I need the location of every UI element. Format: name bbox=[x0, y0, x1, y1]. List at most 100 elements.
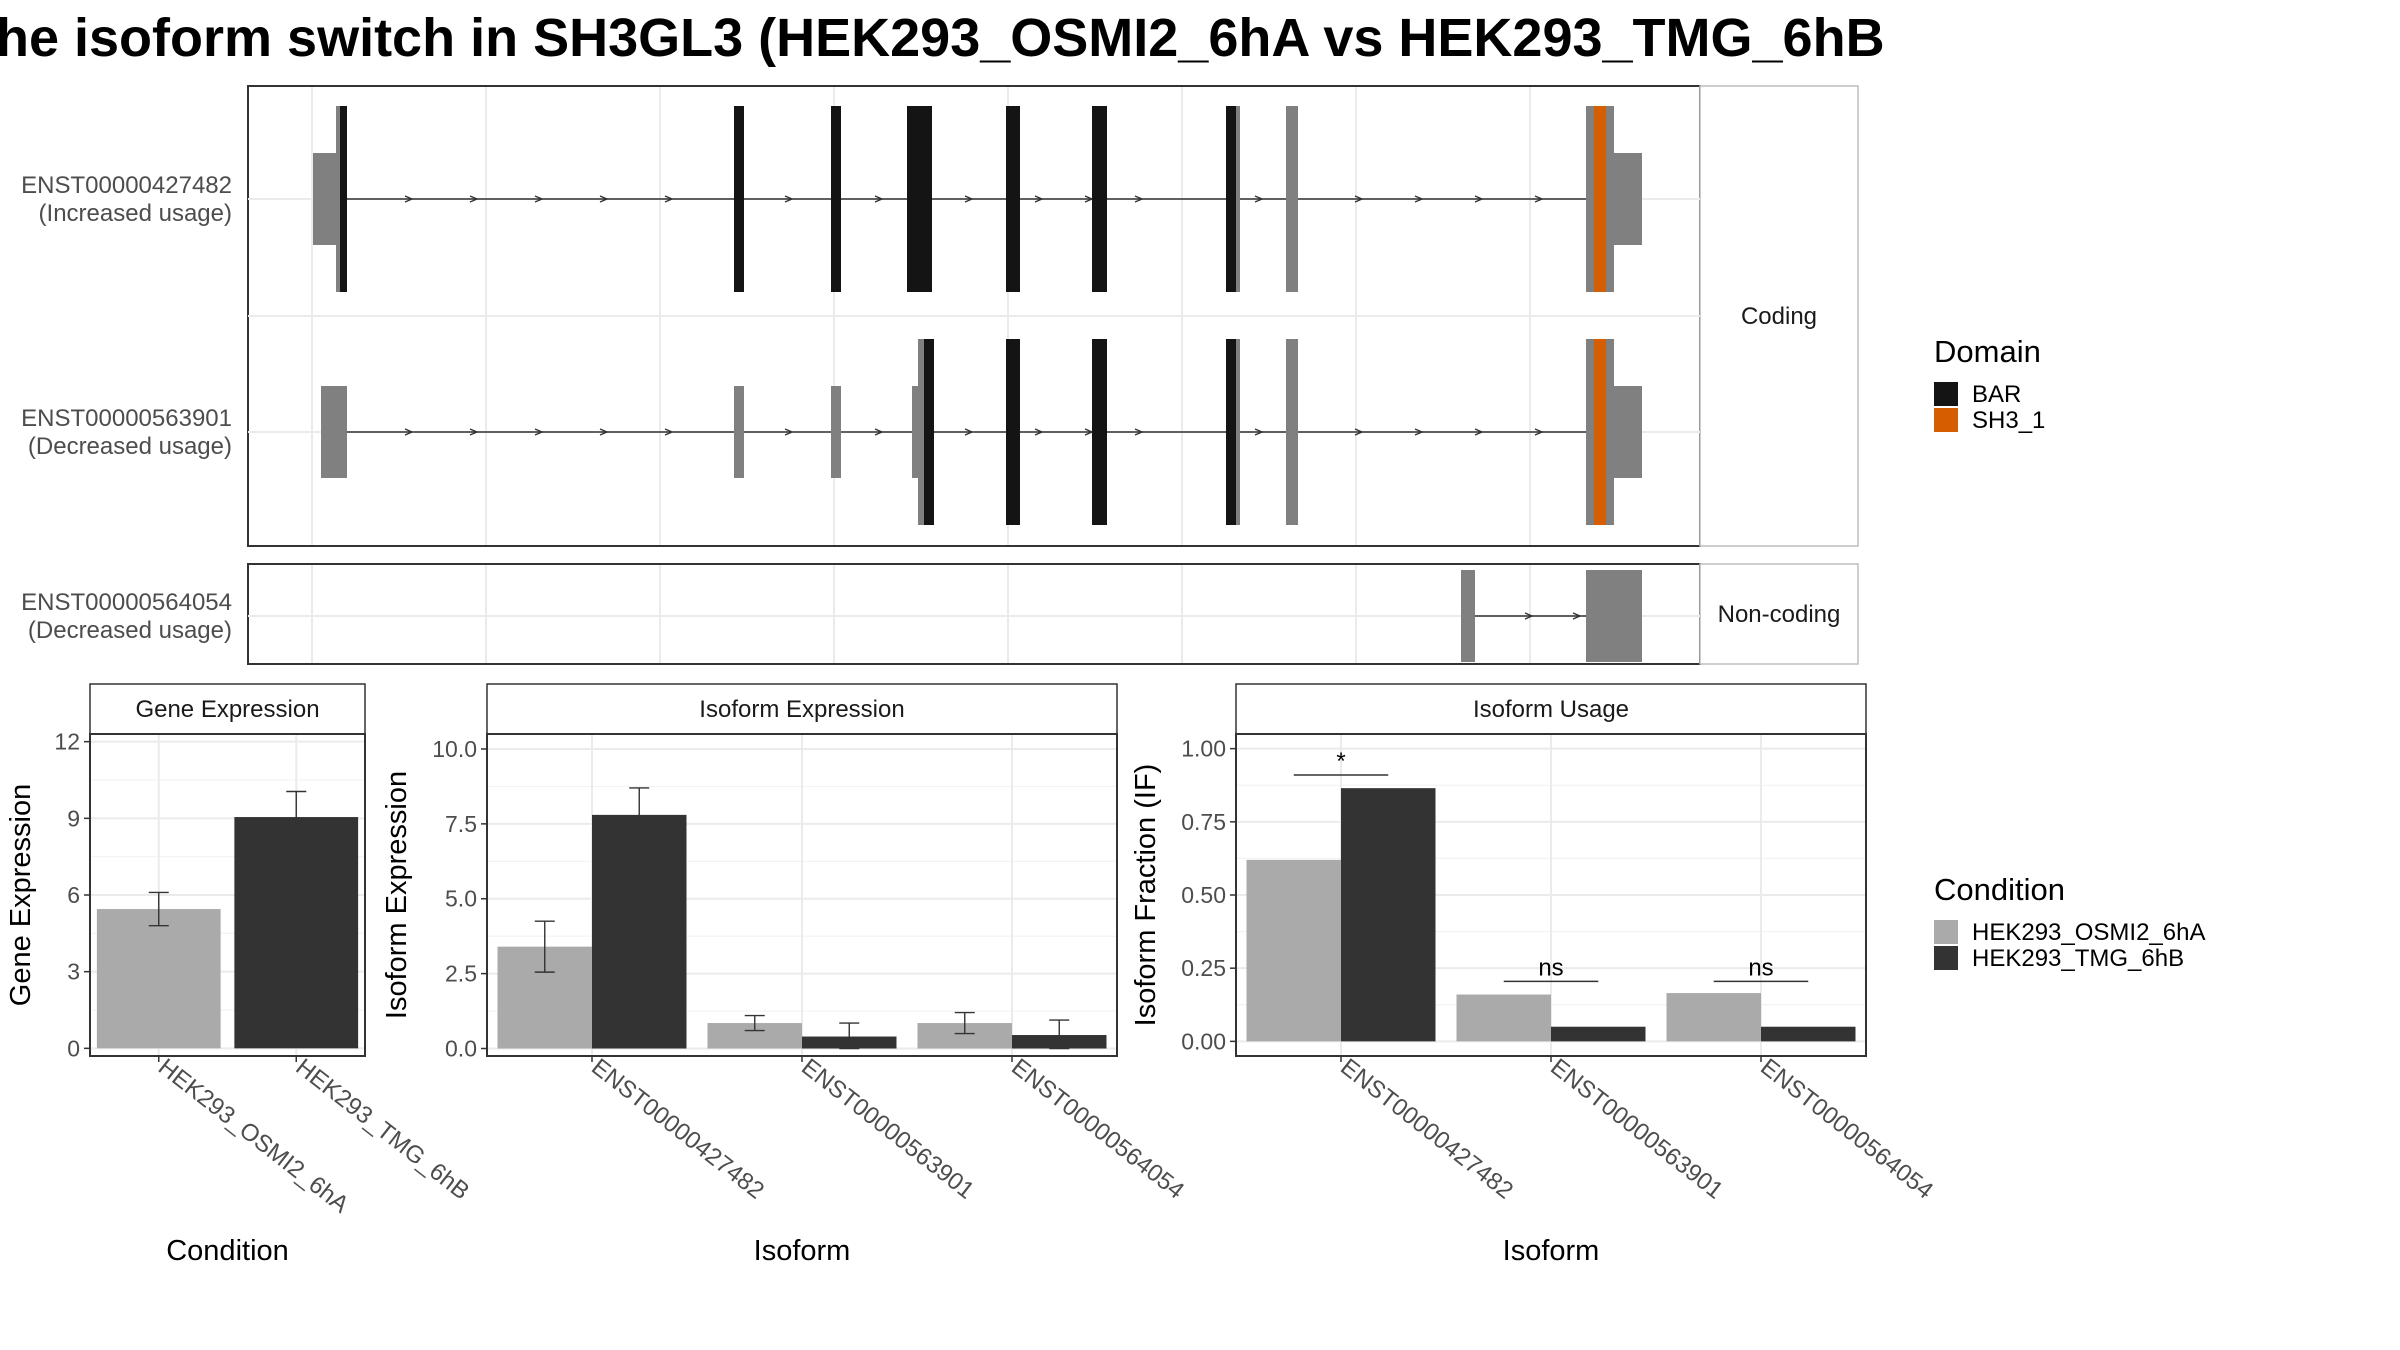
utr-exon bbox=[831, 386, 841, 478]
coding-exon bbox=[1606, 339, 1614, 525]
bar bbox=[1341, 788, 1436, 1042]
x-tick-label: ENST00000563901 bbox=[796, 1053, 979, 1204]
sh3-domain-exon bbox=[1594, 106, 1608, 292]
x-tick-label: ENST00000564054 bbox=[1006, 1053, 1189, 1204]
bar-domain-exon bbox=[734, 106, 744, 292]
condition-legend-label: HEK293_OSMI2_6hA bbox=[1972, 919, 2205, 946]
strand-arrow bbox=[784, 195, 794, 203]
domain-legend-label: BAR bbox=[1972, 381, 2021, 408]
strand-arrow bbox=[469, 195, 479, 203]
facet-strip-label: Non-coding bbox=[1718, 601, 1841, 628]
transcript-usage-label: (Increased usage) bbox=[39, 200, 232, 227]
significance-label: ns bbox=[1538, 954, 1563, 981]
y-axis-title: Gene Expression bbox=[5, 784, 37, 1006]
coding-exon bbox=[1286, 339, 1298, 525]
coding-exon bbox=[1586, 339, 1594, 525]
x-tick-label: ENST00000427482 bbox=[1335, 1053, 1518, 1204]
y-tick-label: 5.0 bbox=[445, 886, 477, 912]
isoform-usage-panel: Isoform Usage 0.00 0.25 0.50 0.75 1.00 * ns ns EN… bbox=[1130, 683, 1938, 1267]
strand-arrow bbox=[1254, 195, 1264, 203]
bar-domain-exon bbox=[1092, 339, 1107, 525]
utr-exon bbox=[1612, 153, 1642, 245]
x-tick-label: ENST00000564054 bbox=[1755, 1053, 1938, 1204]
transcript-usage-label: (Decreased usage) bbox=[28, 433, 232, 460]
coding-exon bbox=[918, 339, 924, 525]
plot-border bbox=[89, 733, 366, 1057]
legend-swatch bbox=[1934, 920, 1958, 944]
bar bbox=[1551, 1026, 1646, 1042]
panel-title: Gene Expression bbox=[135, 696, 319, 723]
coding-exon bbox=[1586, 106, 1594, 292]
strand-arrow bbox=[1034, 195, 1044, 203]
y-tick-label: 12 bbox=[54, 729, 80, 755]
y-tick-label: 2.5 bbox=[445, 961, 477, 987]
panel-strip bbox=[486, 683, 1118, 735]
y-tick-label: 0.0 bbox=[445, 1036, 477, 1062]
y-axis-title: Isoform Expression bbox=[381, 771, 413, 1019]
strand-arrow bbox=[1354, 195, 1364, 203]
condition-legend-title: Condition bbox=[1934, 872, 2065, 907]
bar bbox=[592, 814, 687, 1049]
y-tick-label: 0.50 bbox=[1181, 882, 1226, 908]
strand-arrow bbox=[404, 428, 414, 436]
y-tick-label: 6 bbox=[67, 882, 80, 908]
utr-exon bbox=[734, 386, 744, 478]
panel-strip bbox=[1235, 683, 1867, 735]
bar-domain-exon bbox=[1226, 106, 1237, 292]
y-tick-label: 0.00 bbox=[1181, 1028, 1226, 1054]
bar-domain-exon bbox=[1006, 339, 1020, 525]
strand-arrow bbox=[1524, 612, 1534, 620]
x-tick-label: ENST00000563901 bbox=[1545, 1053, 1728, 1204]
bar bbox=[1761, 1026, 1856, 1042]
strand-arrow bbox=[599, 428, 609, 436]
x-axis-title: Isoform bbox=[754, 1235, 851, 1267]
coding-exon bbox=[1606, 106, 1614, 292]
strand-arrow bbox=[1534, 195, 1544, 203]
strand-arrow bbox=[1474, 428, 1484, 436]
utr-exon bbox=[321, 386, 347, 478]
structure-facet-background bbox=[248, 564, 1700, 664]
bar-domain-exon bbox=[924, 339, 934, 525]
bar bbox=[1246, 859, 1341, 1042]
bar-domain-exon bbox=[1006, 106, 1020, 292]
condition-legend-label: HEK293_TMG_6hB bbox=[1972, 945, 2184, 972]
strand-arrow bbox=[1254, 428, 1264, 436]
strand-arrow bbox=[874, 428, 884, 436]
legend-swatch bbox=[1934, 946, 1958, 970]
y-tick-label: 0.25 bbox=[1181, 955, 1226, 981]
x-axis-title: Condition bbox=[166, 1235, 289, 1267]
x-axis-title: Isoform bbox=[1503, 1235, 1600, 1267]
noncoding-exon bbox=[1586, 570, 1642, 662]
significance-label: ns bbox=[1748, 954, 1773, 981]
bar-domain-exon bbox=[1092, 106, 1107, 292]
strand-arrow bbox=[1414, 428, 1424, 436]
facet-strip bbox=[1699, 563, 1859, 665]
y-tick-label: 3 bbox=[67, 959, 80, 985]
transcript-id-label: ENST00000564054 bbox=[21, 589, 232, 616]
strand-arrow bbox=[664, 428, 674, 436]
strand-arrow bbox=[964, 428, 974, 436]
strand-arrow bbox=[599, 195, 609, 203]
transcript-id-label: ENST00000563901 bbox=[21, 405, 232, 432]
y-axis-title: Isoform Fraction (IF) bbox=[1130, 764, 1162, 1027]
transcript-structure-panel: Coding Non-coding ENST00000427482(Increase… bbox=[21, 85, 1859, 665]
y-tick-label: 10.0 bbox=[432, 736, 477, 762]
coding-exon bbox=[1236, 106, 1240, 292]
strand-arrow bbox=[874, 195, 884, 203]
strand-arrow bbox=[534, 195, 544, 203]
y-tick-label: 0.75 bbox=[1181, 809, 1226, 835]
strand-arrow bbox=[1534, 428, 1544, 436]
transcript-id-label: ENST00000427482 bbox=[21, 172, 232, 199]
utr-exon bbox=[313, 153, 339, 245]
bar bbox=[234, 817, 359, 1049]
domain-legend-title: Domain bbox=[1934, 334, 2041, 369]
strand-arrow bbox=[404, 195, 414, 203]
strand-arrow bbox=[1474, 195, 1484, 203]
y-tick-label: 9 bbox=[67, 805, 80, 831]
figure-title: he isoform switch in SH3GL3 (HEK293_OSMI… bbox=[0, 8, 1885, 68]
utr-exon bbox=[912, 386, 922, 478]
panel-strip bbox=[89, 683, 366, 735]
strand-arrow bbox=[469, 428, 479, 436]
bar-domain-exon bbox=[340, 106, 347, 292]
